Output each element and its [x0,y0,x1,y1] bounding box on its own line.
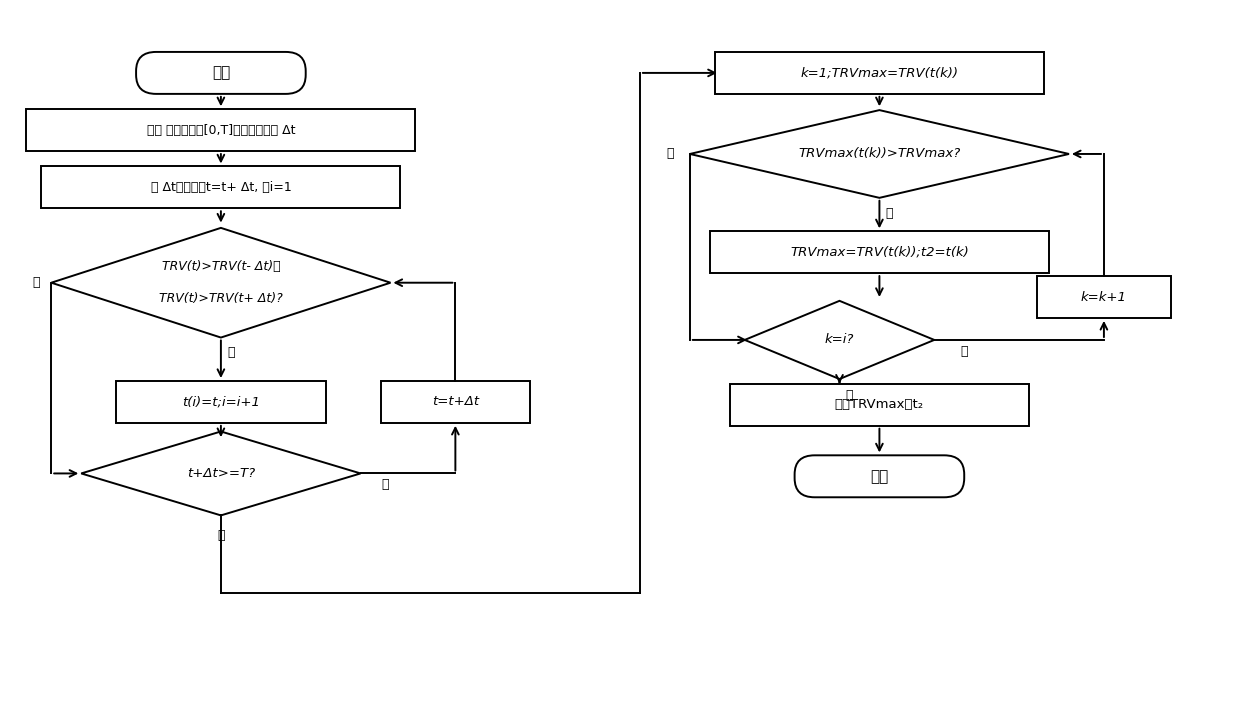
Text: 是: 是 [217,529,224,542]
Bar [730,384,1029,426]
Text: 以 Δt为步长，t=t+ Δt, 取i=1: 以 Δt为步长，t=t+ Δt, 取i=1 [150,181,291,194]
Bar [41,167,401,208]
Text: k=1;TRVmax=TRV(t(k)): k=1;TRVmax=TRV(t(k)) [800,66,959,80]
Text: TRV(t)>TRV(t+ Δt)?: TRV(t)>TRV(t+ Δt)? [159,292,283,305]
Bar [381,381,531,423]
Text: 否: 否 [961,345,968,358]
Text: k=i?: k=i? [825,333,854,346]
Polygon shape [689,110,1069,198]
Text: 是: 是 [846,388,853,402]
Polygon shape [81,432,361,516]
Text: t+Δt>=T?: t+Δt>=T? [187,467,255,480]
Text: t(i)=t;i=i+1: t(i)=t;i=i+1 [182,396,260,409]
Text: 输出TRVmax，t₂: 输出TRVmax，t₂ [835,398,924,411]
Text: 是: 是 [227,346,234,359]
FancyBboxPatch shape [795,455,965,498]
Polygon shape [51,228,391,337]
Bar [117,381,326,423]
Bar [714,52,1044,94]
Text: k=k+1: k=k+1 [1081,291,1127,304]
FancyBboxPatch shape [136,52,306,94]
Text: TRV(t)>TRV(t- Δt)且: TRV(t)>TRV(t- Δt)且 [161,260,280,273]
Text: 是: 是 [885,207,893,220]
Bar [709,231,1049,273]
Text: 否: 否 [382,478,389,491]
Text: 否: 否 [32,276,40,289]
Text: 否: 否 [666,147,673,160]
Bar [26,109,415,151]
Bar [1037,276,1172,318]
Text: t=t+Δt: t=t+Δt [432,396,479,409]
Text: TRVmax(t(k))>TRVmax?: TRVmax(t(k))>TRVmax? [799,147,961,160]
Polygon shape [745,301,934,379]
Text: 结束: 结束 [870,469,889,484]
Text: TRVmax=TRV(t(k));t2=t(k): TRVmax=TRV(t(k));t2=t(k) [790,246,968,258]
Text: 开始: 开始 [212,65,231,80]
Text: 输入 时间的区间[0,T]，时间的精度 Δt: 输入 时间的区间[0,T]，时间的精度 Δt [146,123,295,136]
